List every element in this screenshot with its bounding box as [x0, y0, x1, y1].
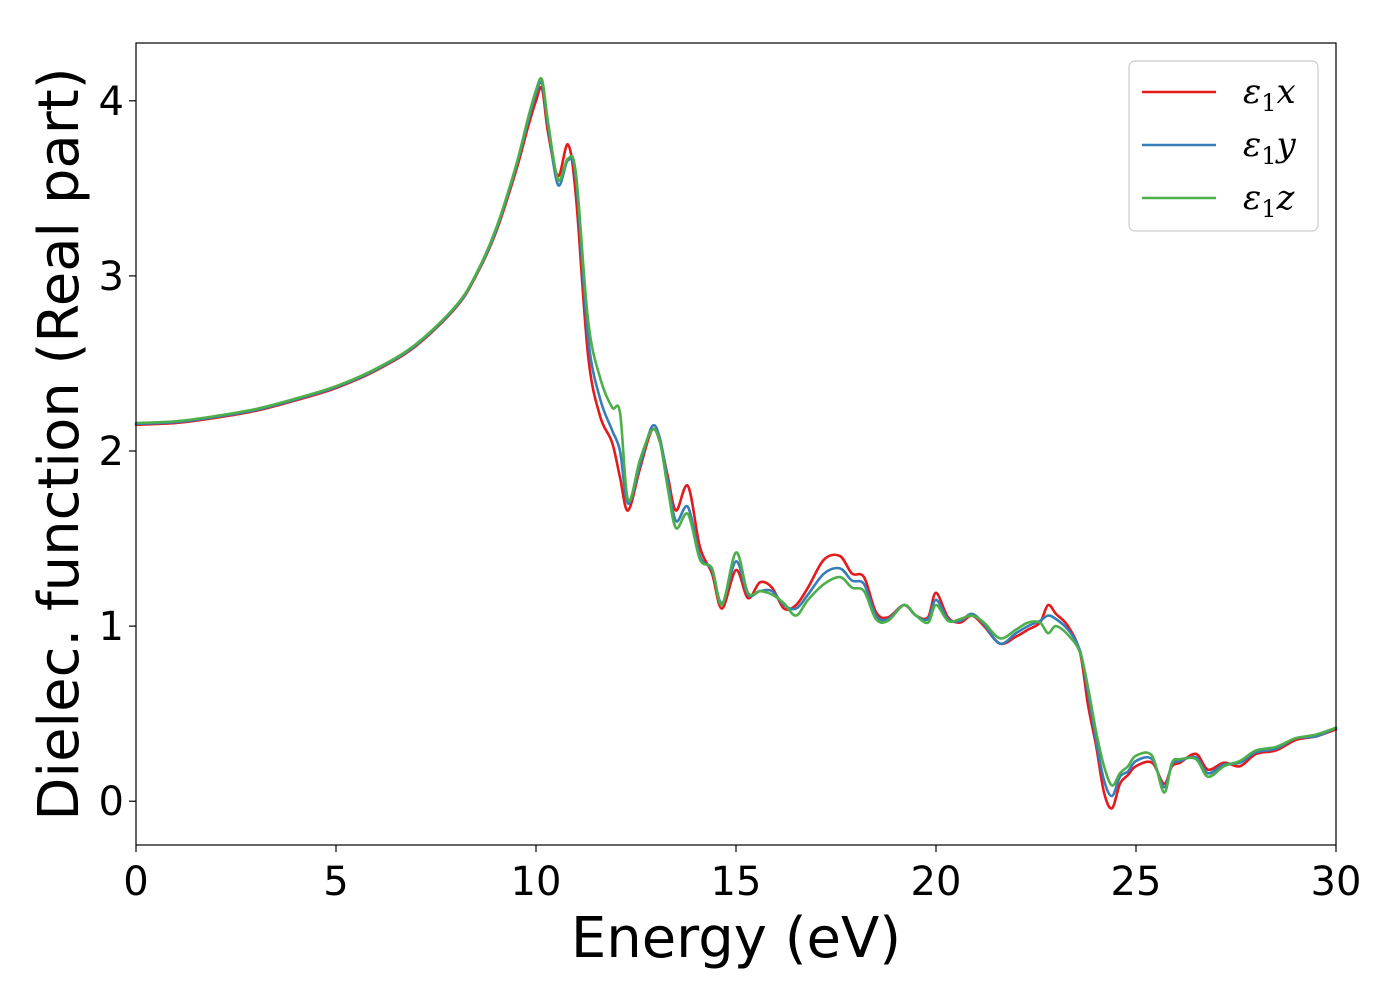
series-line-z	[134, 76, 1338, 794]
y-tick-label: 1	[99, 604, 124, 650]
x-tick-label: 5	[323, 859, 348, 905]
x-tick-label: 20	[911, 859, 962, 905]
series-line-x	[134, 85, 1338, 810]
legend-label-x: ε1x	[1243, 72, 1296, 117]
x-tick-label: 15	[711, 859, 762, 905]
x-axis-label: Energy (eV)	[571, 906, 901, 971]
y-tick-label: 0	[99, 779, 124, 825]
y-axis-label: Dielec. function (Real part)	[27, 67, 92, 820]
x-tick-label: 30	[1311, 859, 1362, 905]
legend-label-y: ε1y	[1243, 125, 1297, 170]
legend: ε1x ε1y ε1z	[1128, 60, 1319, 232]
x-tick-label: 0	[123, 859, 148, 905]
x-tick-label: 25	[1111, 859, 1162, 905]
x-axis-ticks: 0 5 10 15 20 25 30	[123, 845, 1361, 905]
y-tick-label: 2	[99, 429, 124, 475]
y-tick-label: 4	[99, 79, 124, 125]
series-layer	[134, 76, 1338, 810]
legend-box	[1128, 60, 1319, 232]
y-tick-label: 3	[99, 254, 124, 300]
x-tick-label: 10	[511, 859, 562, 905]
legend-label-z: ε1z	[1243, 178, 1296, 223]
y-axis-ticks: 0 1 2 3 4	[99, 79, 136, 825]
